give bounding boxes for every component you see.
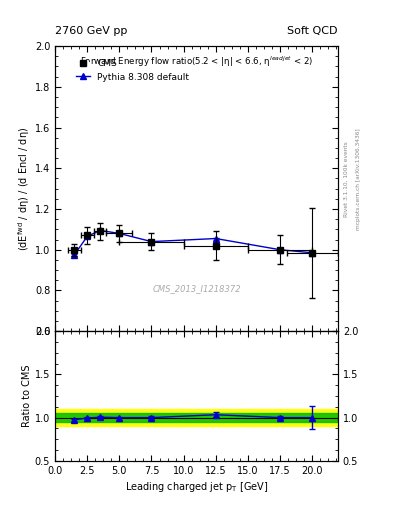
Y-axis label: Ratio to CMS: Ratio to CMS — [22, 365, 32, 427]
Y-axis label: (dE$^{\rm fwd}$ / dη) / (d Encl / dη): (dE$^{\rm fwd}$ / dη) / (d Encl / dη) — [16, 126, 32, 251]
Bar — [55, 413, 338, 422]
Text: Soft QCD: Soft QCD — [288, 26, 338, 36]
Text: CMS_2013_I1218372: CMS_2013_I1218372 — [152, 284, 241, 293]
Text: Rivet 3.1.10, 100k events: Rivet 3.1.10, 100k events — [344, 141, 349, 217]
X-axis label: Leading charged jet p$_{\rm T}$ [GeV]: Leading charged jet p$_{\rm T}$ [GeV] — [125, 480, 268, 494]
Text: Forward Energy flow ratio(5.2 < |η| < 6.6, η$^{leadjet}$ < 2): Forward Energy flow ratio(5.2 < |η| < 6.… — [80, 55, 313, 69]
Text: 2760 GeV pp: 2760 GeV pp — [55, 26, 127, 36]
Legend: CMS, Pythia 8.308 default: CMS, Pythia 8.308 default — [73, 56, 192, 84]
Text: mcplots.cern.ch [arXiv:1306.3436]: mcplots.cern.ch [arXiv:1306.3436] — [356, 129, 361, 230]
Bar — [55, 409, 338, 426]
